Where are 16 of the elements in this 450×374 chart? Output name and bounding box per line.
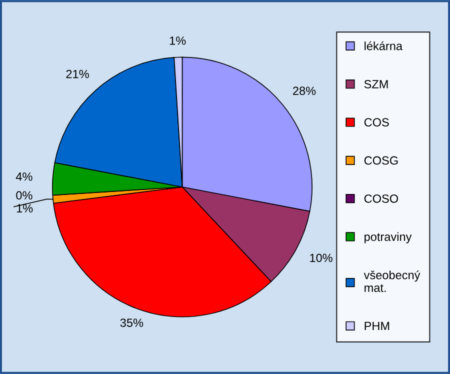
legend-label: všeobecný mat. [364, 270, 420, 292]
data-label: 10% [310, 254, 332, 262]
data-label: 28% [293, 86, 316, 96]
data-label: 1% [16, 204, 33, 212]
legend-label: COSO [364, 194, 398, 203]
data-label: 21% [66, 70, 89, 78]
text: 0% [16, 191, 32, 200]
legend-label: PHM [364, 322, 390, 330]
legend-label: COS [364, 118, 389, 127]
legend-label: SZM [364, 80, 388, 88]
legend-label: COSG [364, 156, 398, 165]
legend-label: lékárna [364, 41, 403, 50]
data-label: 1% [170, 36, 186, 45]
legend-label: potraviny [364, 232, 412, 244]
data-label: 4% [16, 172, 32, 181]
data-label: 35% [120, 318, 144, 327]
